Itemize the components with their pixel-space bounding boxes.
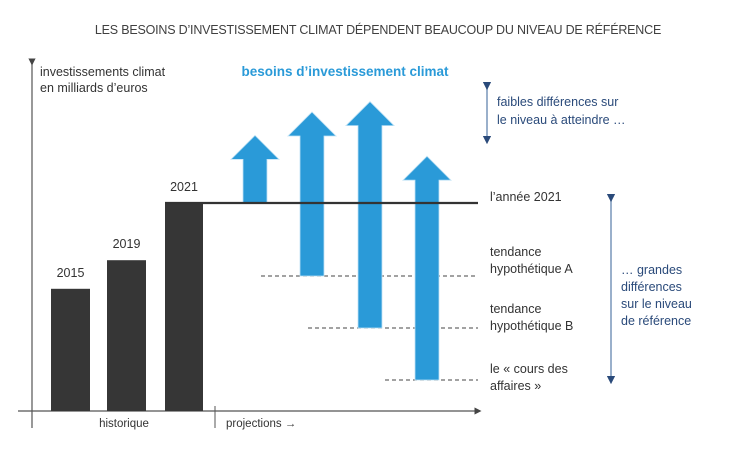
- bar-label-2015: 2015: [57, 266, 85, 280]
- bar-label-2021: 2021: [170, 180, 198, 194]
- historic-bars: 2015 2019 2021: [51, 180, 203, 411]
- small-differences-line-2: le niveau à atteindre …: [497, 113, 626, 127]
- need-arrows: [230, 101, 452, 381]
- need-arrow-annee-2021: [230, 134, 280, 204]
- y-axis-label-line-2: en milliards d’euros: [40, 81, 148, 95]
- bar-label-2019: 2019: [113, 237, 141, 251]
- large-differences-line-1: … grandes: [621, 263, 682, 277]
- reference-label-cours-des-affaires-1: le « cours des: [490, 362, 568, 376]
- y-axis-label-line-1: investissements climat: [40, 65, 166, 79]
- x-axis-label-projections: projections →: [226, 418, 296, 430]
- reference-label-annee-2021-1: l’année 2021: [490, 190, 562, 204]
- reference-label-tendance-b-1: tendance: [490, 302, 541, 316]
- need-arrow-cours-des-affaires: [402, 155, 452, 381]
- small-differences-line-1: faibles différences sur: [497, 95, 618, 109]
- reference-label-tendance-a-1: tendance: [490, 245, 541, 259]
- bar-2019: [107, 260, 146, 411]
- reference-label-cours-des-affaires-2: affaires »: [490, 379, 541, 393]
- bar-2021: [165, 203, 203, 411]
- x-axis-label-historic: historique: [99, 418, 149, 430]
- need-arrow-tendance-b: [345, 101, 395, 329]
- large-differences-line-3: sur le niveau: [621, 297, 692, 311]
- reference-label-tendance-a-2: hypothétique A: [490, 262, 573, 276]
- bar-2015: [51, 288, 90, 411]
- headline-needs: besoins d’investissement climat: [241, 64, 449, 79]
- large-differences-line-2: différences: [621, 280, 682, 294]
- large-differences-line-4: de référence: [621, 314, 691, 328]
- reference-label-tendance-b-2: hypothétique B: [490, 319, 573, 333]
- need-arrow-tendance-a: [287, 111, 337, 277]
- diagram-title: LES BESOINS D’INVESTISSEMENT CLIMAT DÉPE…: [95, 22, 661, 37]
